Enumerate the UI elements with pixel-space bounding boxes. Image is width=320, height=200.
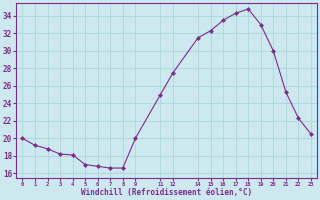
X-axis label: Windchill (Refroidissement éolien,°C): Windchill (Refroidissement éolien,°C) bbox=[81, 188, 252, 197]
